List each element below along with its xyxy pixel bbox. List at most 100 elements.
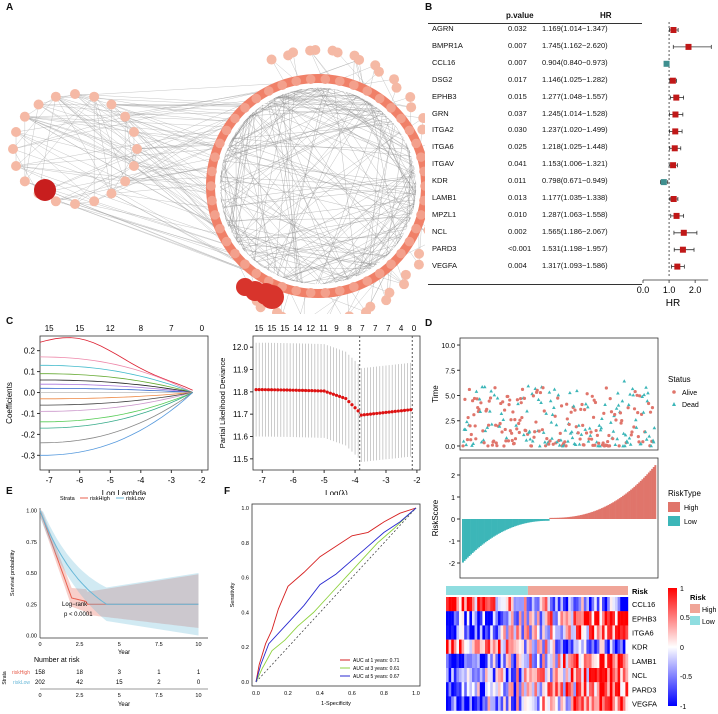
status-point xyxy=(550,436,554,440)
heatmap-cell xyxy=(563,653,566,669)
cv-point xyxy=(285,388,289,392)
status-point xyxy=(524,438,529,442)
status-point xyxy=(469,432,473,437)
network-inner-edge xyxy=(355,95,384,113)
heatmap-cell xyxy=(529,668,532,683)
heatmap-cell xyxy=(617,611,621,626)
heatmap-cell xyxy=(531,597,535,612)
forest-panel: p.value HR AGRN 0.032 1.169(1.014~1.347) BM… xyxy=(428,8,718,308)
heatmap-cell xyxy=(604,682,608,697)
risktype-high-key xyxy=(668,502,680,512)
heatmap-cell xyxy=(456,682,460,697)
status-point xyxy=(593,443,597,447)
status-point xyxy=(485,407,489,411)
heatmap-cell xyxy=(477,611,480,626)
heatmap-cell xyxy=(576,639,579,654)
heatmap-cell xyxy=(591,668,595,683)
heatmap-cell xyxy=(505,597,509,612)
heatmap-cell xyxy=(607,696,610,711)
risk-bar xyxy=(476,519,479,549)
y-tick-label: 0.6 xyxy=(241,576,249,582)
heatmap-cell xyxy=(586,653,590,669)
heatmap-cell xyxy=(578,639,582,654)
network-node xyxy=(215,138,225,149)
time-axis-label: Time xyxy=(431,385,440,403)
status-point xyxy=(564,444,568,448)
status-point xyxy=(559,438,563,442)
time-frame xyxy=(459,337,659,451)
network-inner-edge xyxy=(227,88,331,149)
y-tick-label: 0.0 xyxy=(445,444,455,451)
heatmap-cell xyxy=(472,597,475,612)
heatmap-cell xyxy=(490,696,493,711)
status-point xyxy=(635,393,639,397)
heatmap-cell xyxy=(477,682,480,697)
heatmap-cell xyxy=(573,639,577,654)
panel-label-b: B xyxy=(425,2,433,13)
status-point xyxy=(621,431,626,435)
status-point xyxy=(520,415,524,420)
gene-label: AGRN xyxy=(432,24,454,33)
heatmap-cell xyxy=(586,597,590,612)
heatmap-cell xyxy=(617,653,621,669)
network-inner-edge xyxy=(220,199,386,258)
heatmap-cell xyxy=(599,682,603,697)
heatmap-cell xyxy=(529,696,532,711)
heatmap-cell xyxy=(477,696,480,711)
y-tick-label: 0.0 xyxy=(24,389,36,398)
risk-bar xyxy=(559,517,561,519)
heatmap-cell xyxy=(615,696,618,711)
gene-label: MPZL1 xyxy=(432,209,457,219)
heat-gene-label: LAMB1 xyxy=(632,657,657,666)
network-node xyxy=(70,199,80,209)
coefficient-path xyxy=(40,383,193,393)
heatmap-cell xyxy=(474,625,478,640)
heatmap-cell xyxy=(586,611,590,626)
network-inner-edge xyxy=(220,114,251,177)
hr-point xyxy=(679,246,686,253)
hr-cell: 1.153(1.006~1.321) xyxy=(542,159,608,169)
network-inner-edge xyxy=(277,96,372,104)
status-point xyxy=(537,429,541,433)
network-node xyxy=(381,295,392,306)
network-node xyxy=(106,188,117,199)
network-inner-edge xyxy=(219,187,374,268)
network-node xyxy=(11,127,22,138)
status-point xyxy=(471,441,476,445)
heatmap-cell xyxy=(485,611,488,626)
status-point xyxy=(526,384,531,388)
status-point xyxy=(547,442,551,446)
risk-x-tick: 10 xyxy=(195,693,201,699)
status-point xyxy=(469,438,473,442)
status-legend-alive: Alive xyxy=(682,390,697,397)
status-point xyxy=(569,410,573,414)
heatmap-cell xyxy=(448,653,452,669)
x-tick-label: 0.8 xyxy=(380,691,388,697)
heatmap-cell xyxy=(459,696,462,711)
status-point xyxy=(554,423,559,427)
status-point xyxy=(630,430,634,434)
status-point xyxy=(631,393,636,397)
heatmap-cell xyxy=(620,597,623,612)
table-top-rule xyxy=(428,23,642,24)
risk-bar xyxy=(613,501,616,519)
heatmap-cell xyxy=(609,668,613,683)
heatmap-cell xyxy=(466,653,470,669)
gene-label: EPHB3 xyxy=(432,91,457,101)
heatmap-cell xyxy=(474,639,478,654)
plot-frame xyxy=(251,503,421,687)
risk-count: 158 xyxy=(35,670,46,676)
status-point xyxy=(495,444,499,448)
heatmap-cell xyxy=(518,682,522,697)
status-point xyxy=(515,427,519,431)
heatmap-cell xyxy=(521,682,525,697)
network-node xyxy=(120,176,131,187)
network-inner-edge xyxy=(219,113,384,188)
heatmap-cell xyxy=(472,696,475,711)
top-tick-label: 4 xyxy=(399,324,404,333)
status-point xyxy=(580,402,584,407)
hr-cell: 1.169(1.014~1.347) xyxy=(542,24,608,33)
risk-bar xyxy=(484,519,487,543)
status-point xyxy=(604,386,608,390)
heatmap-cell xyxy=(456,696,460,711)
